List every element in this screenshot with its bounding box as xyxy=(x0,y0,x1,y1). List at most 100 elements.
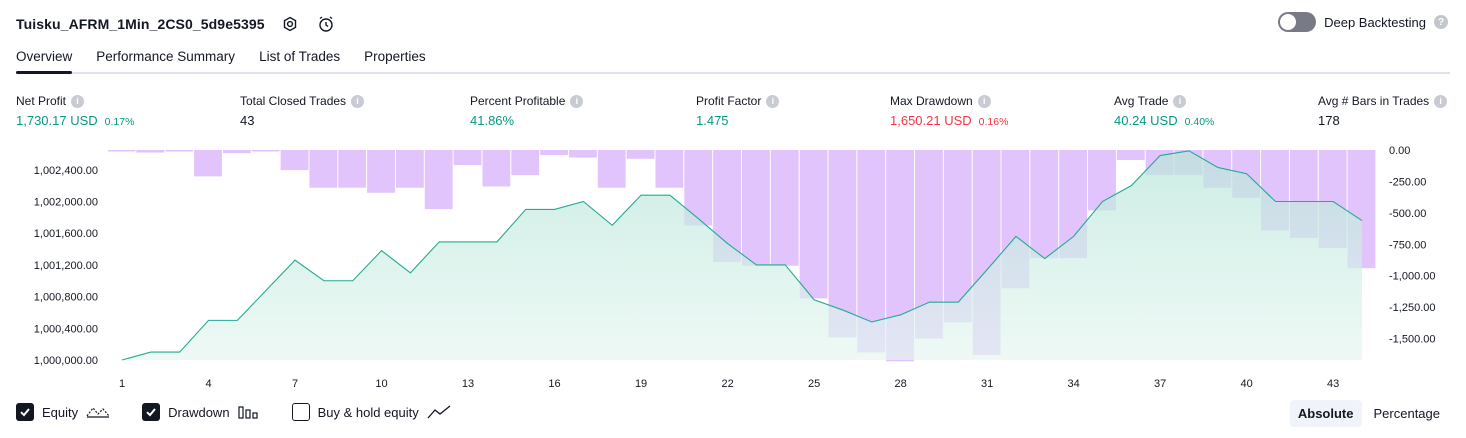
drawdown-bar xyxy=(1116,150,1145,161)
metric-label: Profit Factor xyxy=(696,94,762,108)
drawdown-bar xyxy=(511,150,540,176)
metric-label: Total Closed Trades xyxy=(240,94,347,108)
x-axis: 1 4 7 10 13 16 19 22 25 28 31 34 37 40 43 xyxy=(119,378,1339,390)
value-mode-switch: Absolute Percentage xyxy=(1289,400,1448,427)
x-axis-tick: 19 xyxy=(635,378,647,390)
legend-drawdown-label: Drawdown xyxy=(168,404,230,420)
x-axis-tick: 1 xyxy=(119,378,125,390)
chart-legend: Equity Drawdown Buy & hold equity xyxy=(16,403,483,421)
tab-list-of-trades[interactable]: List of Trades xyxy=(259,49,341,64)
equity-fill xyxy=(122,150,1362,360)
right-axis-tick: -1,500.00 xyxy=(1389,334,1435,346)
drawdown-bar xyxy=(1030,150,1059,259)
info-icon[interactable]: i xyxy=(570,94,584,108)
x-axis-tick: 34 xyxy=(1068,378,1080,390)
metric-value: 178 xyxy=(1318,113,1340,128)
metric-percent: 0.16% xyxy=(978,116,1009,128)
right-axis-tick: -750.00 xyxy=(1389,239,1426,251)
drawdown-bar xyxy=(482,150,511,187)
x-axis-tick: 28 xyxy=(894,378,906,390)
metric-percent: 0.40% xyxy=(1184,116,1215,128)
drawdown-bar xyxy=(309,150,338,188)
right-axis-tick: 0.00 xyxy=(1389,145,1410,157)
info-icon[interactable]: i xyxy=(71,94,85,108)
strategy-title: Tuisku_AFRM_1Min_2CS0_5d9e5395 xyxy=(16,16,265,32)
metric-label: Avg Trade xyxy=(1114,94,1169,108)
x-axis-tick: 4 xyxy=(205,378,211,390)
info-icon[interactable]: i xyxy=(1434,94,1448,108)
metric-percent: 0.17% xyxy=(104,116,135,128)
toggle-knob xyxy=(1280,14,1297,30)
drawdown-bar xyxy=(367,150,395,193)
tab-performance-summary[interactable]: Performance Summary xyxy=(96,49,236,64)
x-axis-tick: 31 xyxy=(981,378,993,390)
metric-total-closed-trades: Total Closed Trades i 43 xyxy=(240,93,365,128)
left-axis-tick: 1,000,400.00 xyxy=(34,323,98,335)
x-axis-tick: 13 xyxy=(462,378,474,390)
drawdown-bar xyxy=(540,150,568,156)
info-icon[interactable]: i xyxy=(351,94,365,108)
right-axis: 0.00 -250.00 -500.00 -750.00 -1,000.00 -1,250… xyxy=(1389,145,1435,346)
drawdown-bar xyxy=(626,150,655,159)
metric-label: Net Profit xyxy=(16,94,67,108)
x-axis-tick: 40 xyxy=(1241,378,1253,390)
drawdown-bar xyxy=(338,150,367,188)
drawdown-bar xyxy=(194,150,222,177)
metric-profit-factor: Profit Factor i 1.475 xyxy=(696,93,780,128)
deep-backtesting-toggle[interactable] xyxy=(1278,12,1317,32)
right-axis-tick: -500.00 xyxy=(1389,208,1426,220)
x-axis-tick: 7 xyxy=(292,378,298,390)
x-axis-tick: 10 xyxy=(375,378,387,390)
left-axis-tick: 1,001,200.00 xyxy=(34,260,98,272)
metric-avg-bars-in-trades: Avg # Bars in Trades i 178 xyxy=(1318,93,1448,128)
drawdown-bar xyxy=(799,150,828,299)
absolute-button[interactable]: Absolute xyxy=(1289,400,1362,427)
metric-label: Percent Profitable xyxy=(470,94,566,108)
metric-net-profit: Net Profit i 1,730.17 USD 0.17% xyxy=(16,93,134,128)
drawdown-bar xyxy=(165,150,194,152)
drawdown-bars-icon xyxy=(237,406,258,419)
settings-icon[interactable] xyxy=(279,13,301,35)
metric-value: 43 xyxy=(240,113,255,128)
legend-equity[interactable]: Equity xyxy=(16,403,110,421)
metric-value: 1,730.17 USD xyxy=(16,113,98,128)
deep-backtesting-label: Deep Backtesting xyxy=(1324,14,1426,30)
metric-value: 41.86% xyxy=(470,113,515,128)
x-axis-tick: 22 xyxy=(721,378,733,390)
info-icon[interactable]: i xyxy=(1173,94,1187,108)
drawdown-bar xyxy=(280,150,309,171)
drawdown-checkbox[interactable] xyxy=(142,403,161,421)
tab-overview[interactable]: Overview xyxy=(16,44,73,74)
drawdown-bar xyxy=(770,150,799,266)
drawdown-bar xyxy=(251,150,280,152)
left-axis-tick: 1,000,800.00 xyxy=(34,292,98,304)
x-axis-tick: 43 xyxy=(1327,378,1339,390)
drawdown-bar xyxy=(136,150,165,153)
right-axis-tick: -250.00 xyxy=(1389,176,1426,188)
x-axis-tick: 16 xyxy=(548,378,560,390)
legend-buy-hold[interactable]: Buy & hold equity xyxy=(291,403,451,421)
equity-checkbox[interactable] xyxy=(16,403,34,421)
equity-drawdown-chart[interactable]: 1,000,000.00 1,000,400.00 1,000,800.00 1,00… xyxy=(0,140,1466,395)
help-icon[interactable]: ? xyxy=(1434,15,1448,29)
legend-drawdown[interactable]: Drawdown xyxy=(142,403,259,421)
right-axis-tick: -1,250.00 xyxy=(1389,302,1435,314)
left-axis-tick: 1,001,600.00 xyxy=(34,228,98,240)
metric-label: Avg # Bars in Trades xyxy=(1318,94,1430,108)
percentage-button[interactable]: Percentage xyxy=(1373,406,1441,421)
legend-buy-hold-label: Buy & hold equity xyxy=(317,404,419,420)
drawdown-bar xyxy=(568,150,597,158)
info-icon[interactable]: i xyxy=(766,94,780,108)
info-icon[interactable]: i xyxy=(977,94,991,108)
x-axis-tick: 25 xyxy=(808,378,820,390)
equity-line xyxy=(121,150,1363,361)
metric-value: 1.475 xyxy=(696,113,729,128)
alarm-clock-icon[interactable] xyxy=(315,13,337,35)
drawdown-bar xyxy=(742,150,770,266)
report-header: Tuisku_AFRM_1Min_2CS0_5d9e5395 xyxy=(16,10,337,38)
buy-hold-checkbox[interactable] xyxy=(291,403,310,421)
equity-area xyxy=(121,150,1363,361)
tab-properties[interactable]: Properties xyxy=(364,49,426,64)
drawdown-bar xyxy=(597,150,626,188)
drawdown-bar xyxy=(453,150,482,166)
